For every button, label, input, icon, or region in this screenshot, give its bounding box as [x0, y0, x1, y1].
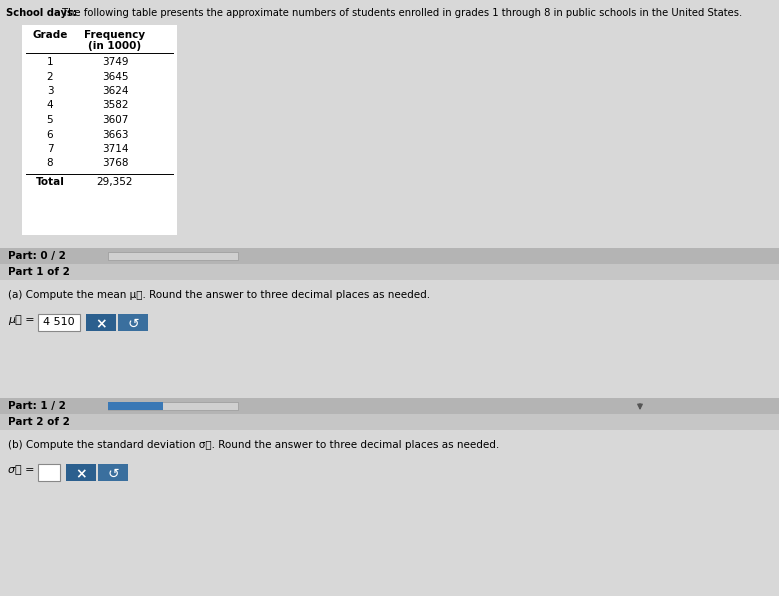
Text: 8: 8	[47, 159, 53, 169]
Text: 4 510: 4 510	[43, 317, 75, 327]
Text: (b) Compute the standard deviation σᵯ. Round the answer to three decimal places : (b) Compute the standard deviation σᵯ. R…	[8, 440, 499, 450]
Bar	[108, 252, 238, 260]
Text: 7: 7	[47, 144, 53, 154]
Text: Part: 1 / 2: Part: 1 / 2	[8, 401, 66, 411]
Bar	[0, 388, 779, 398]
Bar	[86, 314, 116, 331]
Bar	[38, 464, 60, 481]
Bar	[0, 398, 779, 414]
Text: 5: 5	[47, 115, 53, 125]
Text: 6: 6	[47, 129, 53, 139]
Text: (a) Compute the mean μᵯ. Round the answer to three decimal places as needed.: (a) Compute the mean μᵯ. Round the answe…	[8, 290, 430, 300]
Text: 1: 1	[47, 57, 53, 67]
Text: ↺: ↺	[108, 467, 119, 481]
Bar	[0, 264, 779, 280]
Bar	[118, 314, 148, 331]
Text: Part: 0 / 2: Part: 0 / 2	[8, 251, 66, 261]
Text: 3: 3	[47, 86, 53, 96]
Text: 29,352: 29,352	[97, 177, 133, 187]
Bar	[66, 464, 96, 481]
Bar	[0, 430, 779, 596]
Bar	[0, 280, 779, 388]
Text: Grade: Grade	[32, 30, 68, 40]
Bar	[108, 402, 238, 410]
Text: σᵯ =: σᵯ =	[8, 465, 34, 475]
Text: ↺: ↺	[127, 317, 139, 331]
Bar	[108, 402, 163, 410]
Bar	[98, 464, 128, 481]
Bar	[22, 25, 177, 235]
Text: 3645: 3645	[102, 72, 129, 82]
Bar	[0, 248, 779, 264]
Text: 3768: 3768	[102, 159, 129, 169]
Bar	[0, 414, 779, 430]
Text: ×: ×	[95, 317, 107, 331]
Text: 4: 4	[47, 101, 53, 110]
Text: Total: Total	[36, 177, 65, 187]
Text: (in 1000): (in 1000)	[89, 41, 142, 51]
Bar	[38, 314, 80, 331]
Text: The following table presents the approximate numbers of students enrolled in gra: The following table presents the approxi…	[59, 8, 742, 18]
Text: Frequency: Frequency	[84, 30, 146, 40]
Text: Part 2 of 2: Part 2 of 2	[8, 417, 70, 427]
Text: School days:: School days:	[6, 8, 77, 18]
Text: μᵯ =: μᵯ =	[8, 315, 34, 325]
Text: 3714: 3714	[102, 144, 129, 154]
Text: 2: 2	[47, 72, 53, 82]
Text: 3624: 3624	[102, 86, 129, 96]
Text: 3607: 3607	[102, 115, 129, 125]
Text: 3663: 3663	[102, 129, 129, 139]
Text: Part 1 of 2: Part 1 of 2	[8, 267, 70, 277]
Text: 3582: 3582	[102, 101, 129, 110]
Text: ×: ×	[76, 467, 86, 481]
Text: 3749: 3749	[102, 57, 129, 67]
